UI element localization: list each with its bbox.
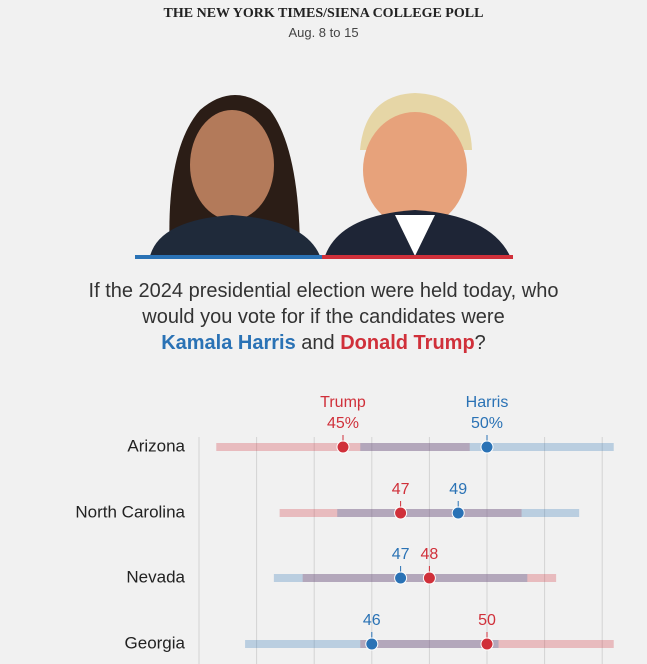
dot <box>451 506 465 520</box>
title: THE NEW YORK TIMES/SIENA COLLEGE POLL <box>163 6 484 21</box>
question: If the 2024 presidential election were h… <box>60 278 587 356</box>
value-label: 46 <box>363 612 381 629</box>
dot <box>480 637 494 651</box>
subtitle: Aug. 8 to 15 <box>288 25 359 40</box>
candidate-trump: Donald Trump <box>340 332 475 354</box>
value-label: 45% <box>327 415 359 432</box>
dot <box>422 571 436 585</box>
photo-harris <box>135 88 322 256</box>
question-end: ? <box>474 332 486 354</box>
value-label: 50 <box>478 612 496 629</box>
dot <box>480 440 494 454</box>
value-label: 47 <box>392 481 410 498</box>
harris-underline <box>135 255 322 259</box>
state-label: Arizona <box>127 436 185 455</box>
state-label: Georgia <box>125 633 186 652</box>
joiner: and <box>301 332 335 354</box>
dot <box>394 506 408 520</box>
series-label: Trump <box>320 394 366 411</box>
dot <box>365 637 379 651</box>
state-label: North Carolina <box>75 502 185 521</box>
value-label: 48 <box>421 546 439 563</box>
candidate-harris: Kamala Harris <box>161 332 296 354</box>
value-label: 47 <box>392 546 410 563</box>
photo-trump <box>322 88 513 256</box>
dot <box>336 440 350 454</box>
trump-underline <box>322 255 513 259</box>
value-label: 49 <box>449 481 467 498</box>
dot <box>394 571 408 585</box>
series-label: Harris <box>466 394 509 411</box>
question-text: If the 2024 presidential election were h… <box>88 280 559 328</box>
state-label: Nevada <box>126 567 185 586</box>
value-label: 50% <box>471 415 503 432</box>
